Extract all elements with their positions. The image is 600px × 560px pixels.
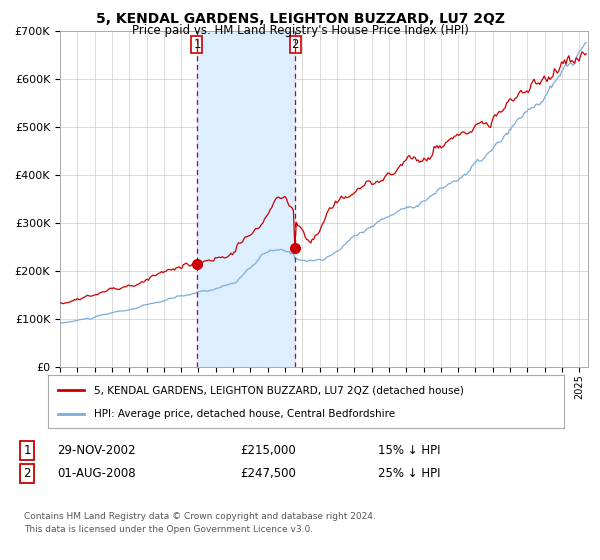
- Text: 01-AUG-2008: 01-AUG-2008: [57, 466, 136, 480]
- Text: 5, KENDAL GARDENS, LEIGHTON BUZZARD, LU7 2QZ: 5, KENDAL GARDENS, LEIGHTON BUZZARD, LU7…: [95, 12, 505, 26]
- Text: Contains HM Land Registry data © Crown copyright and database right 2024.
This d: Contains HM Land Registry data © Crown c…: [24, 512, 376, 534]
- Text: 2: 2: [292, 38, 299, 51]
- Text: Price paid vs. HM Land Registry's House Price Index (HPI): Price paid vs. HM Land Registry's House …: [131, 24, 469, 36]
- Text: 1: 1: [23, 444, 31, 458]
- Text: 5, KENDAL GARDENS, LEIGHTON BUZZARD, LU7 2QZ (detached house): 5, KENDAL GARDENS, LEIGHTON BUZZARD, LU7…: [94, 385, 464, 395]
- Text: 25% ↓ HPI: 25% ↓ HPI: [378, 466, 440, 480]
- Text: HPI: Average price, detached house, Central Bedfordshire: HPI: Average price, detached house, Cent…: [94, 408, 395, 418]
- Text: 2: 2: [23, 466, 31, 480]
- Text: 15% ↓ HPI: 15% ↓ HPI: [378, 444, 440, 458]
- Text: 29-NOV-2002: 29-NOV-2002: [57, 444, 136, 458]
- Bar: [197, 31, 295, 367]
- Text: £247,500: £247,500: [240, 466, 296, 480]
- Text: £215,000: £215,000: [240, 444, 296, 458]
- Text: 1: 1: [193, 38, 200, 51]
